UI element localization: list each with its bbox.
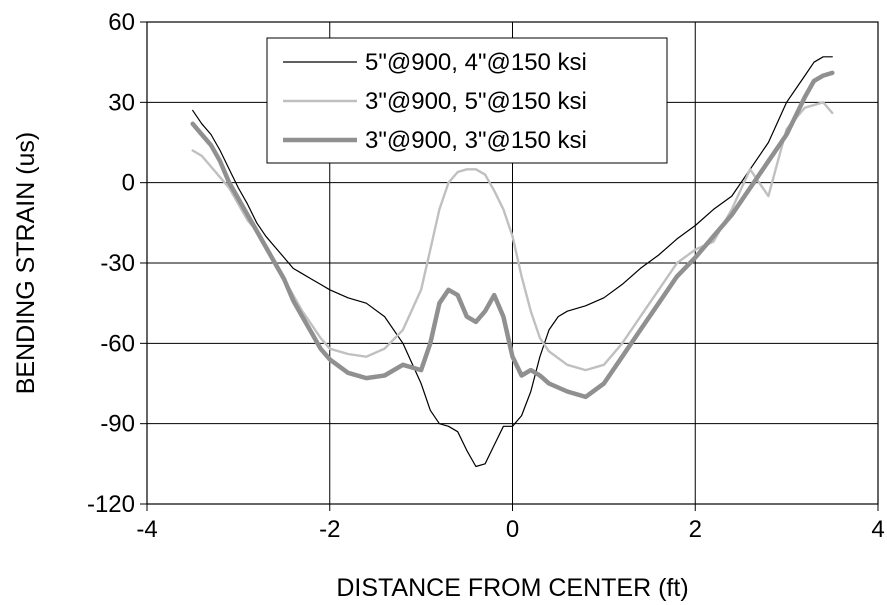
- y-tick-label-5: 30: [108, 89, 135, 116]
- x-tick-label-3: 2: [689, 516, 702, 543]
- y-tick-label-0: -120: [87, 491, 135, 518]
- series-lines: [190, 56, 835, 468]
- legend-label-series-2: 3"@900, 5"@150 ksi: [365, 88, 587, 115]
- x-tick-label-1: -2: [319, 516, 340, 543]
- x-axis-title: DISTANCE FROM CENTER (ft): [336, 574, 688, 602]
- y-tick-label-4: 0: [122, 170, 135, 197]
- y-tick-label-2: -60: [100, 330, 135, 357]
- axes: [140, 21, 879, 511]
- legend-label-series-1: 5"@900, 4"@150 ksi: [365, 49, 587, 76]
- y-tick-label-1: -90: [100, 411, 135, 438]
- series-line-1: [192, 56, 833, 468]
- x-tick-label-0: -4: [136, 516, 157, 543]
- y-axis-title: BENDING STRAIN (us): [12, 132, 40, 395]
- legend: 5"@900, 4"@150 ksi 3"@900, 5"@150 ksi 3"…: [266, 37, 668, 164]
- tick-labels: -4 -2 0 2 4 -120 -90 -60 -30 0 30 60: [87, 9, 885, 543]
- legend-label-series-3: 3"@900, 3"@150 ksi: [365, 127, 587, 154]
- y-tick-label-3: -30: [100, 250, 135, 277]
- y-tick-label-6: 60: [108, 9, 135, 36]
- x-tick-label-4: 4: [871, 516, 884, 543]
- series-line-3: [190, 70, 835, 400]
- x-tick-label-2: 0: [506, 516, 519, 543]
